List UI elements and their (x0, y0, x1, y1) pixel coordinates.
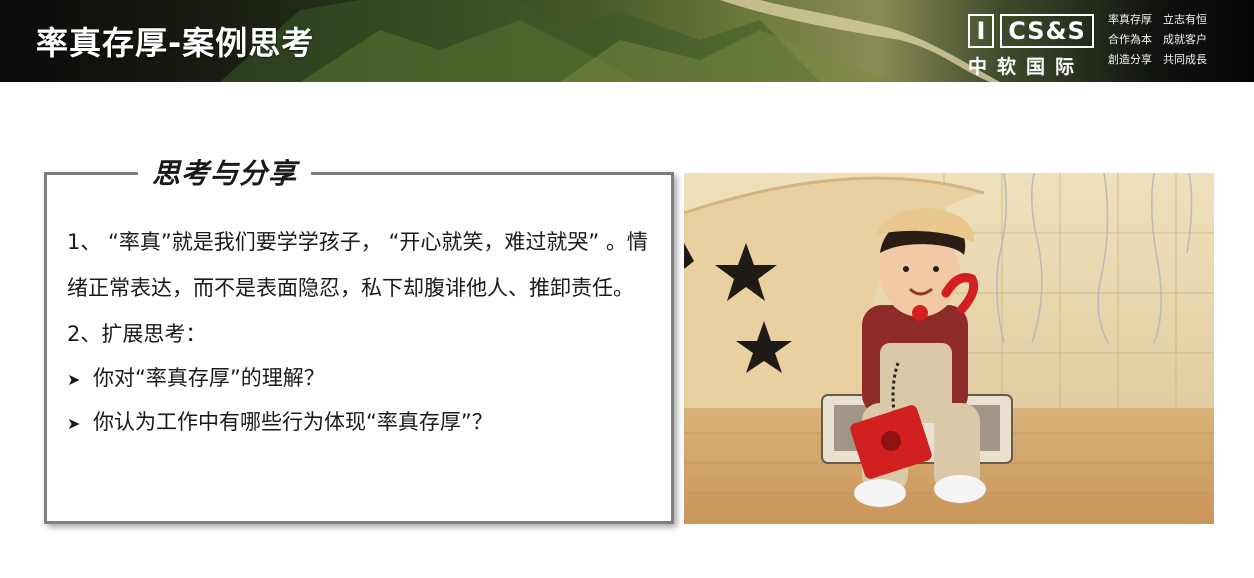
bullet-text: 你对“率真存厚”的理解？ (93, 366, 325, 390)
motto-line: 率真存厚 立志有恒 (1108, 13, 1207, 26)
discussion-card: 1、 “率真”就是我们要学学孩子， “开心就笑，难过就哭” 。情绪正常表达，而不… (44, 172, 674, 524)
motto-line: 創造分享 共同成長 (1108, 53, 1207, 66)
point-two-text: 2、扩展思考： (67, 322, 207, 346)
motto-line: 合作為本 成就客户 (1108, 33, 1207, 46)
card-title: 思考与分享 (138, 152, 312, 192)
mountain-landscape-image (220, 0, 1000, 82)
logo-name-cn: 中软国际 (968, 56, 1085, 78)
arrow-right-icon: ➤ (67, 370, 81, 389)
logo-mark: I (968, 14, 994, 48)
header-banner: 率真存厚-案例思考 I CS&S 中软国际 率真存厚 立志有恒 合作為本 成就客… (0, 0, 1254, 82)
company-motto: 率真存厚 立志有恒 合作為本 成就客户 創造分享 共同成長 (1108, 10, 1228, 70)
company-logo: I CS&S 中软国际 (966, 12, 1096, 78)
child-with-phone-illustration (684, 173, 1214, 524)
arrow-right-icon: ➤ (67, 414, 81, 433)
bullet-item: ➤ 你认为工作中有哪些行为体现“率真存厚”？ (67, 401, 667, 445)
bullet-item: ➤ 你对“率真存厚”的理解？ (67, 357, 667, 401)
card-body: 1、 “率真”就是我们要学学孩子， “开心就笑，难过就哭” 。情绪正常表达，而不… (67, 219, 667, 445)
logo-brand: CS&S (1000, 14, 1094, 48)
page-title: 率真存厚-案例思考 (36, 24, 315, 62)
point-one-text: 1、 “率真”就是我们要学学孩子， “开心就笑，难过就哭” 。情绪正常表达，而不… (67, 230, 648, 300)
child-photo (684, 173, 1214, 524)
bullet-text: 你认为工作中有哪些行为体现“率真存厚”？ (93, 410, 493, 434)
